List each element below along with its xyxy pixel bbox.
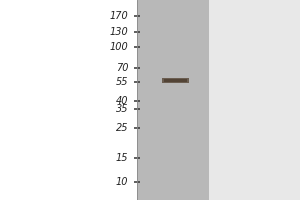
Bar — [136, 0, 208, 200]
Bar — [208, 0, 300, 200]
Text: 70: 70 — [116, 63, 128, 73]
Text: 130: 130 — [109, 27, 128, 37]
Text: 25: 25 — [116, 123, 128, 133]
Text: 15: 15 — [116, 153, 128, 163]
Bar — [164, 79, 187, 82]
Bar — [162, 78, 189, 83]
Text: 10: 10 — [116, 177, 128, 187]
Text: 100: 100 — [109, 42, 128, 52]
Text: 40: 40 — [116, 96, 128, 106]
Text: 170: 170 — [109, 11, 128, 21]
Bar — [0, 0, 136, 200]
Text: 35: 35 — [116, 104, 128, 114]
Text: 55: 55 — [116, 77, 128, 87]
